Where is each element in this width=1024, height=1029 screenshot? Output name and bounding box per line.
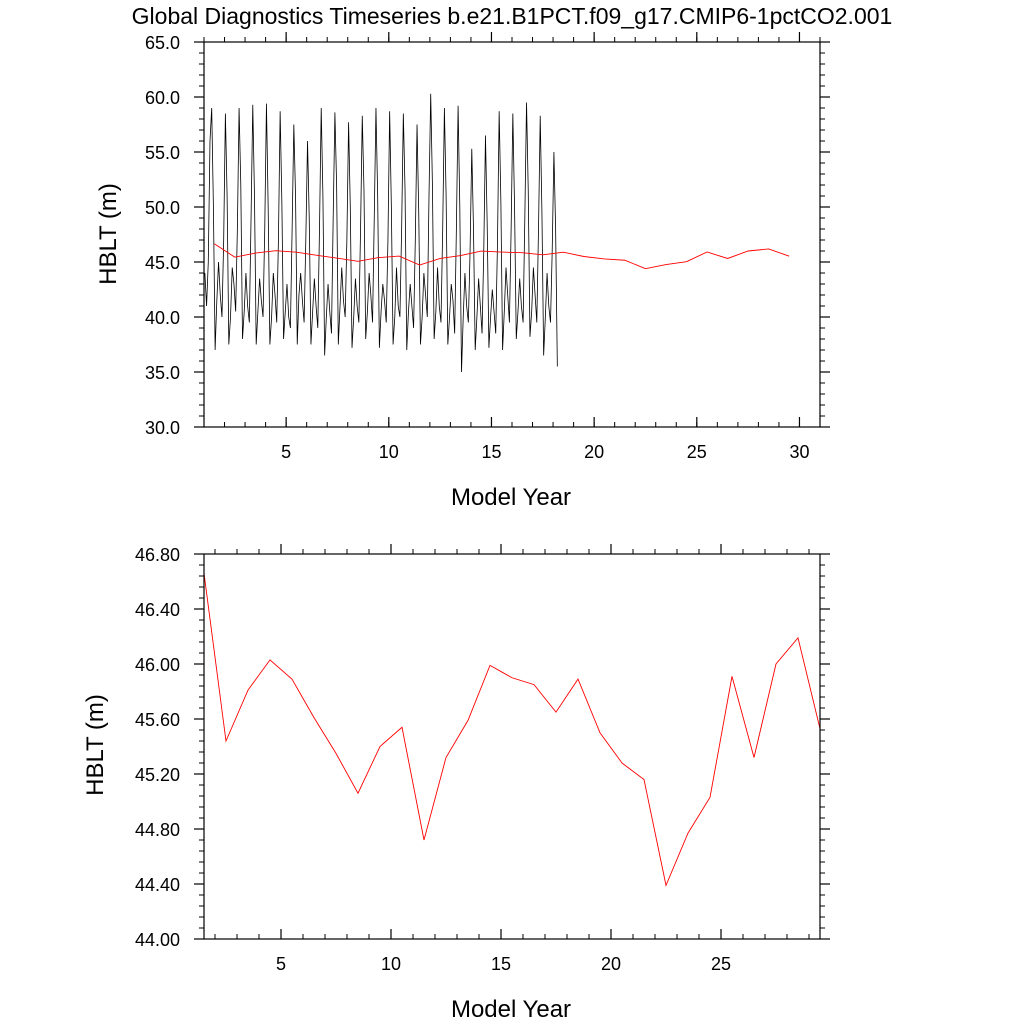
x-tick-label: 25 (711, 954, 731, 974)
x-tick-label: 30 (789, 442, 809, 462)
plot-frame-bottom (203, 553, 821, 940)
y-tick-label: 65.0 (145, 33, 180, 53)
y-tick-label: 46.80 (135, 545, 180, 565)
y-tick-label: 50.0 (145, 198, 180, 218)
y-tick-label: 44.80 (135, 820, 180, 840)
y-tick-label: 45.0 (145, 253, 180, 273)
x-axis-label-top: Model Year (451, 484, 571, 511)
chart-title: Global Diagnostics Timeseries b.e21.B1PC… (132, 3, 893, 29)
x-tick-label: 20 (601, 954, 621, 974)
y-tick-label: 46.00 (135, 655, 180, 675)
y-tick-label: 30.0 (145, 418, 180, 438)
y-tick-label: 45.60 (135, 710, 180, 730)
y-tick-label: 45.20 (135, 765, 180, 785)
x-tick-label: 5 (276, 954, 286, 974)
x-tick-label: 10 (379, 442, 399, 462)
x-tick-label: 15 (481, 442, 501, 462)
x-tick-label: 5 (281, 442, 291, 462)
x-tick-label: 20 (584, 442, 604, 462)
x-tick-label: 10 (381, 954, 401, 974)
y-tick-label: 55.0 (145, 143, 180, 163)
y-tick-label: 40.0 (145, 308, 180, 328)
y-axis-label-bottom: HBLT (m) (82, 694, 109, 796)
x-tick-label: 25 (687, 442, 707, 462)
annual-mean-line-top (214, 243, 790, 270)
monthly-line-top (204, 93, 558, 373)
x-axis-label-bottom: Model Year (451, 996, 571, 1023)
x-tick-label: 15 (491, 954, 511, 974)
plot-frame-top (203, 41, 821, 428)
y-tick-label: 44.40 (135, 875, 180, 895)
y-axis-label-top: HBLT (m) (95, 183, 122, 285)
y-tick-label: 35.0 (145, 363, 180, 383)
chart-panel-top: HBLT (m) Model Year 5 10 15 20 25 30 30.0 35.0 4… (95, 32, 830, 511)
chart-panel-bottom: HBLT (m) Model Year 5 10 15 20 25 44.00 44.40 4… (82, 544, 830, 1023)
y-tick-label: 60.0 (145, 88, 180, 108)
y-tick-label: 44.00 (135, 930, 180, 950)
y-tick-label: 46.40 (135, 600, 180, 620)
annual-mean-line-bottom (204, 573, 820, 887)
